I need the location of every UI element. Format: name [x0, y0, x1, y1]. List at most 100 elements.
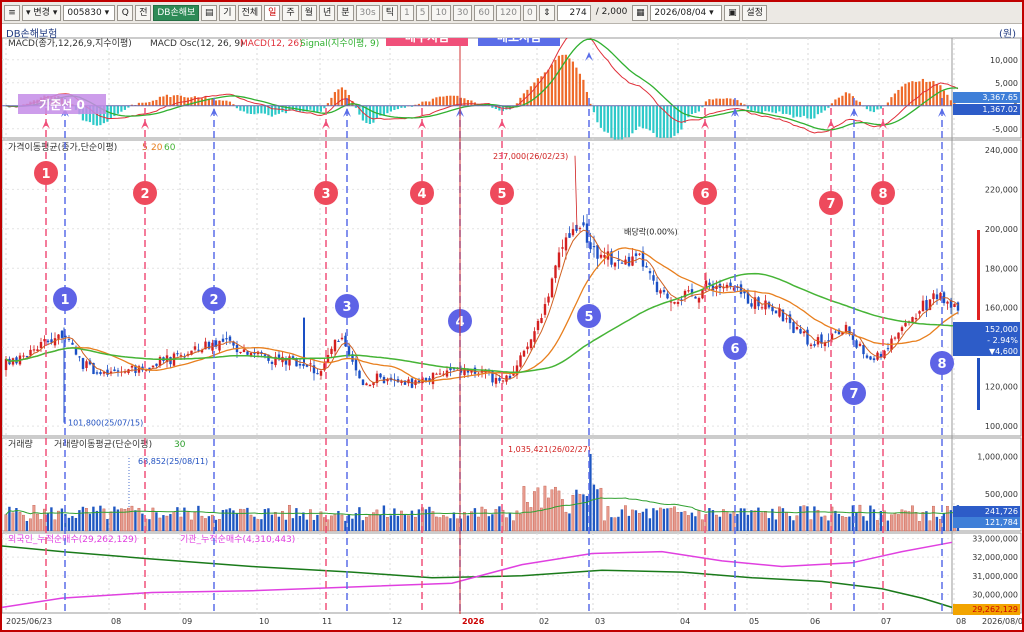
volume-bar — [60, 508, 64, 531]
menu-icon[interactable]: ≡ — [4, 4, 20, 21]
buy-banner — [386, 38, 468, 46]
macd-osc-bar — [277, 105, 280, 114]
interval-5[interactable]: 5 — [415, 4, 430, 21]
volume-bar — [827, 520, 830, 531]
stepper-icon[interactable]: ⇕ — [538, 4, 555, 21]
interval-custom[interactable]: 0 — [523, 4, 537, 21]
volume-bar — [470, 511, 473, 532]
macd-y-tick: 10,000 — [990, 56, 1018, 65]
period-month[interactable]: 월 — [300, 4, 317, 21]
period-week[interactable]: 주 — [282, 4, 299, 21]
candle-body — [242, 349, 246, 353]
calendar-icon[interactable]: ▦ — [632, 4, 649, 21]
interval-30[interactable]: 30 — [452, 4, 473, 21]
macd-osc-bar — [414, 104, 417, 106]
volume-bar — [862, 516, 865, 531]
candle-body — [575, 225, 578, 231]
volume-bar — [893, 513, 897, 532]
volume-bar — [890, 514, 893, 532]
full-button[interactable]: 전체 — [237, 4, 263, 21]
interval-120[interactable]: 120 — [495, 4, 521, 21]
macd-legend-main: MACD(종가,12,26,9,지수이평) — [8, 38, 132, 49]
period-minute[interactable]: 분 — [337, 4, 354, 21]
macd-osc-bar — [375, 105, 378, 119]
interval-60[interactable]: 60 — [474, 4, 494, 21]
macd-osc-bar — [711, 99, 714, 106]
volume-bar — [841, 516, 844, 532]
macd-osc-bar — [246, 105, 249, 114]
search-icon[interactable]: Q — [117, 4, 134, 21]
period-tick[interactable]: 틱 — [381, 4, 398, 21]
date-value: 2026/08/04 — [654, 7, 707, 18]
candle-body — [365, 383, 368, 386]
candle-body — [694, 296, 697, 299]
macd-osc-bar — [638, 105, 641, 127]
macd-y-tick: -5,000 — [992, 125, 1018, 134]
candle-body — [424, 377, 428, 381]
price-y-tick: 240,000 — [985, 146, 1018, 155]
interval-1[interactable]: 1 — [399, 4, 414, 21]
candle-body — [533, 331, 536, 342]
macd-osc-bar — [669, 105, 672, 138]
chart-type-icon[interactable]: ▤ — [201, 4, 218, 21]
volume-bar — [886, 520, 890, 531]
save-icon[interactable]: ▣ — [724, 4, 741, 21]
settings-button[interactable]: 설정 — [742, 4, 767, 21]
candle-body — [827, 340, 830, 342]
macd-value-label: 3,367.65 — [982, 93, 1018, 102]
volume-bar — [74, 517, 78, 531]
macd-osc-bar — [715, 98, 718, 106]
volume-bar — [911, 505, 914, 532]
candle-body — [417, 380, 421, 383]
count-input[interactable]: 274 — [556, 4, 591, 21]
stock-name-badge[interactable]: DB손해보 — [153, 4, 200, 21]
all-button[interactable]: 전 — [135, 4, 152, 21]
candle-body — [820, 334, 823, 344]
candle-body — [711, 285, 715, 291]
period-year[interactable]: 년 — [318, 4, 336, 21]
candle-body — [130, 365, 134, 368]
volume-bar — [407, 515, 410, 532]
candle-body — [4, 358, 8, 371]
macd-osc-bar — [141, 102, 144, 106]
volume-bar — [179, 516, 183, 532]
code-input[interactable]: 005830 ▾ — [63, 4, 116, 21]
macd-osc-bar — [242, 105, 245, 112]
volume-bar — [396, 515, 400, 531]
macd-osc-bar — [652, 105, 655, 133]
macd-osc-bar — [172, 95, 175, 106]
volume-bar — [746, 514, 750, 531]
candle-body — [659, 290, 662, 294]
volume-bar — [585, 495, 589, 531]
candle-body — [564, 237, 568, 251]
volume-bar — [599, 487, 603, 532]
x-tick-label: 10 — [259, 617, 269, 626]
volume-bar — [393, 508, 396, 531]
volume-bar — [106, 519, 109, 531]
candle-body — [750, 303, 753, 307]
volume-low-label: 68,852(25/08/11) — [138, 457, 208, 466]
interval-10[interactable]: 10 — [431, 4, 451, 21]
period-day[interactable]: 일 — [264, 4, 281, 21]
macd-osc-bar — [928, 81, 931, 106]
candle-body — [36, 349, 39, 351]
current-price-text: - 2.94% — [987, 336, 1018, 345]
volume-bar — [428, 506, 431, 531]
volume-bar — [155, 512, 158, 531]
volume-bar — [4, 514, 8, 532]
mode-select[interactable]: ▾ 변경 ▾ — [22, 4, 62, 21]
candle-body — [767, 302, 771, 308]
foreign-line — [2, 541, 953, 609]
giga-button[interactable]: 기 — [219, 4, 236, 21]
candle-body — [449, 367, 452, 371]
volume-bar — [872, 509, 876, 531]
period-30s[interactable]: 30s — [355, 4, 380, 21]
volume-bar — [704, 514, 708, 532]
date-input[interactable]: 2026/08/04 ▾ — [650, 4, 723, 21]
volume-bar — [442, 515, 445, 532]
ma60-line — [5, 272, 959, 374]
sell-circle — [202, 287, 226, 311]
candle-body — [284, 358, 288, 365]
candle-body — [883, 350, 886, 359]
macd-osc-bar — [760, 105, 763, 114]
